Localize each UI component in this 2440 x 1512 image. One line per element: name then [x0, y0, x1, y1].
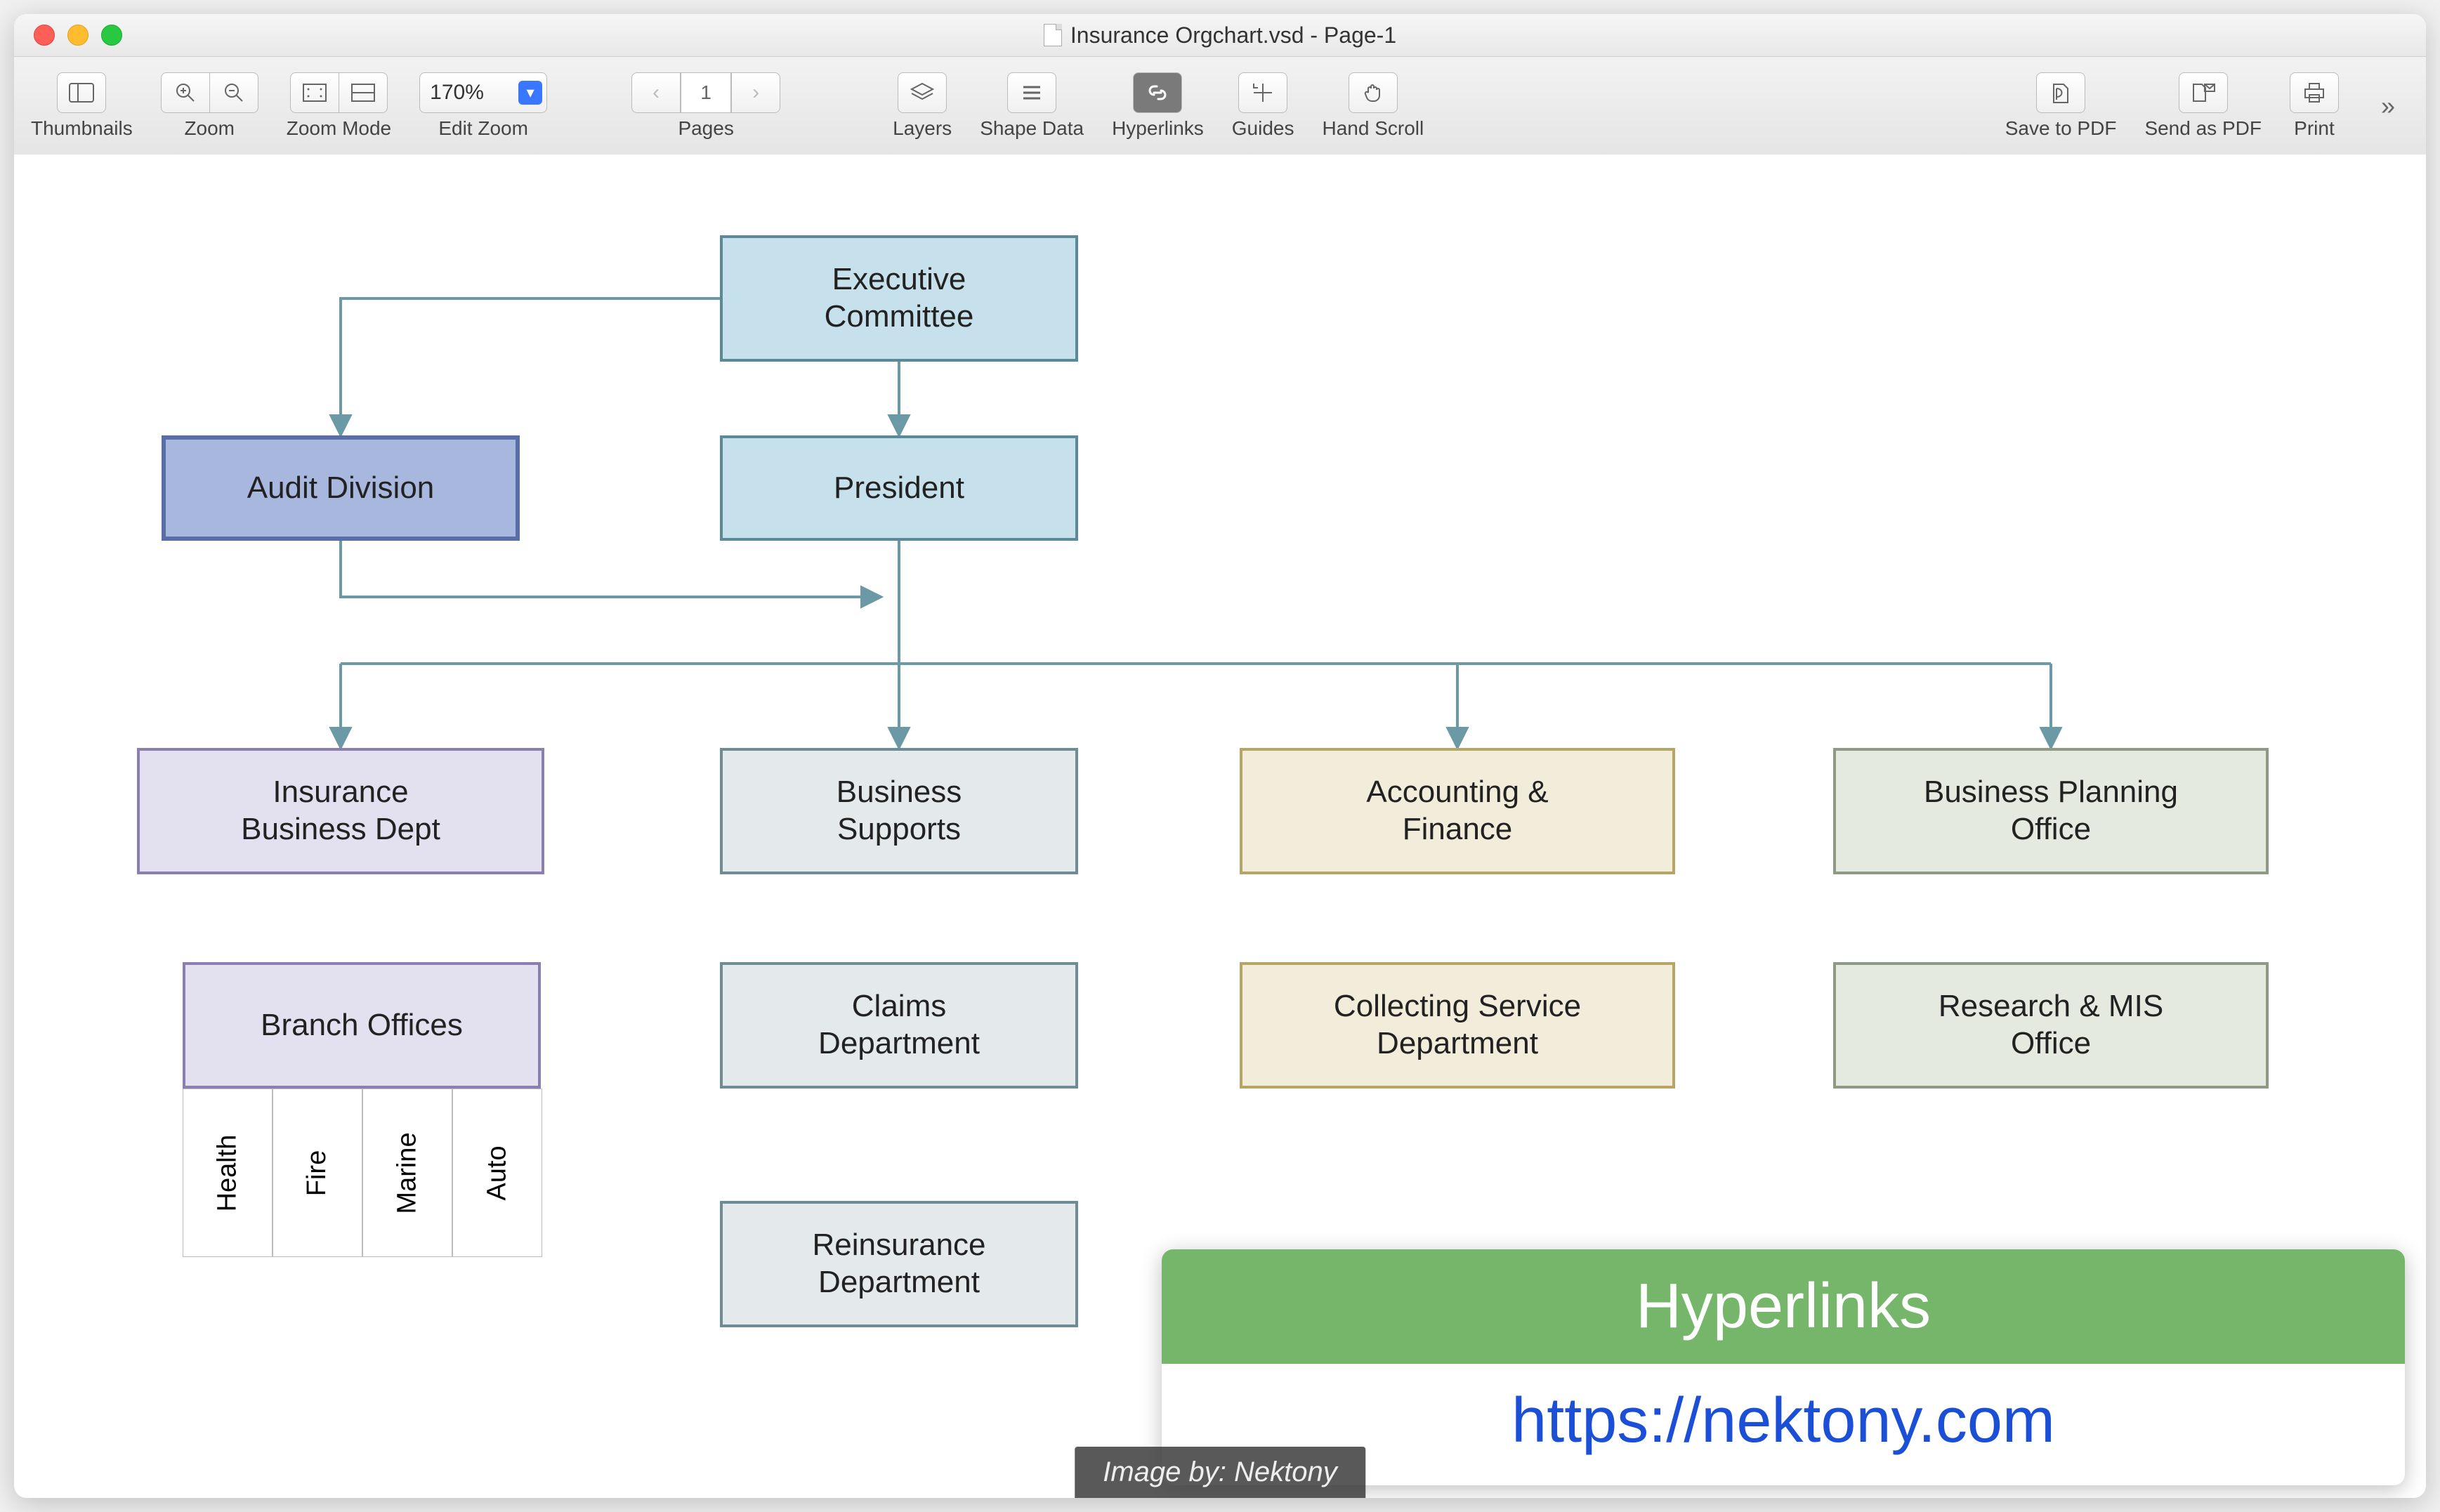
titlebar: Insurance Orgchart.vsd - Page-1	[14, 14, 2426, 57]
shape-data-label: Shape Data	[980, 117, 1084, 140]
branch-cell-fire[interactable]: Fire	[273, 1089, 362, 1257]
layers-icon	[910, 82, 934, 103]
document-icon	[1044, 24, 1062, 46]
edit-zoom-value: 170%	[430, 81, 484, 105]
zoom-in-icon	[174, 81, 197, 104]
next-page-button[interactable]: ›	[731, 72, 780, 113]
edit-zoom-dropdown-icon: ▾	[518, 81, 542, 105]
layers-group: Layers	[893, 72, 952, 140]
zoom-out-button[interactable]	[210, 72, 258, 113]
toolbar-overflow-button[interactable]: »	[2367, 91, 2409, 121]
hand-scroll-group: Hand Scroll	[1323, 72, 1424, 140]
zoom-mode-label: Zoom Mode	[287, 117, 391, 140]
pages-group: ‹ 1 › Pages	[631, 72, 780, 140]
zoom-mode-group: Zoom Mode	[287, 72, 391, 140]
orgchart-node-president[interactable]: President	[720, 435, 1078, 541]
orgchart-node-bsup[interactable]: BusinessSupports	[720, 748, 1078, 874]
edit-zoom-group: 170% ▾ Edit Zoom	[419, 72, 547, 140]
print-button[interactable]	[2290, 72, 2339, 113]
zoom-label: Zoom	[184, 117, 235, 140]
zoom-fit-button[interactable]	[290, 72, 339, 113]
send-as-pdf-label: Send as PDF	[2144, 117, 2262, 140]
thumbnails-group: Thumbnails	[31, 72, 133, 140]
print-label: Print	[2294, 117, 2335, 140]
zoom-width-button[interactable]	[339, 72, 388, 113]
send-as-pdf-button[interactable]	[2179, 72, 2228, 113]
diagram-canvas[interactable]: ExecutiveCommittee Audit Division Presiden…	[14, 155, 2426, 1498]
edit-zoom-combo[interactable]: 170% ▾	[419, 72, 547, 113]
image-credit: Image by: Nektony	[1075, 1447, 1365, 1498]
print-group: Print	[2290, 72, 2339, 140]
app-window: Insurance Orgchart.vsd - Page-1 Thumbnai…	[14, 14, 2426, 1498]
save-to-pdf-label: Save to PDF	[2005, 117, 2117, 140]
layers-button[interactable]	[898, 72, 947, 113]
zoom-group: Zoom	[161, 72, 258, 140]
hand-scroll-label: Hand Scroll	[1323, 117, 1424, 140]
fit-width-icon	[351, 84, 375, 102]
guides-button[interactable]	[1238, 72, 1287, 113]
page-number-field[interactable]: 1	[681, 72, 731, 113]
send-pdf-group: Send as PDF	[2144, 72, 2262, 140]
guides-label: Guides	[1232, 117, 1294, 140]
orgchart-node-ins[interactable]: InsuranceBusiness Dept	[137, 748, 544, 874]
orgchart-node-exec[interactable]: ExecutiveCommittee	[720, 235, 1078, 362]
orgchart-node-mis[interactable]: Research & MISOffice	[1833, 962, 2269, 1089]
hyperlinks-group: Hyperlinks	[1112, 72, 1204, 140]
prev-page-button[interactable]: ‹	[631, 72, 681, 113]
hyperlink-icon	[1146, 82, 1169, 103]
orgchart-node-acct[interactable]: Accounting &Finance	[1240, 748, 1675, 874]
guides-icon	[1252, 82, 1273, 103]
orgchart-node-audit[interactable]: Audit Division	[162, 435, 520, 541]
pages-label: Pages	[678, 117, 733, 140]
shape-data-group: Shape Data	[980, 72, 1084, 140]
guides-group: Guides	[1232, 72, 1294, 140]
orgchart-node-reins[interactable]: ReinsuranceDepartment	[720, 1201, 1078, 1327]
promo-title: Hyperlinks	[1162, 1249, 2405, 1364]
branch-cell-health[interactable]: Health	[183, 1089, 273, 1257]
thumbnails-button[interactable]	[57, 72, 106, 113]
thumbnails-label: Thumbnails	[31, 117, 133, 140]
edit-zoom-label: Edit Zoom	[438, 117, 528, 140]
orgchart-node-plan[interactable]: Business PlanningOffice	[1833, 748, 2269, 874]
send-pdf-icon	[2191, 81, 2216, 104]
window-title: Insurance Orgchart.vsd - Page-1	[14, 22, 2426, 48]
branch-cell-auto[interactable]: Auto	[452, 1089, 542, 1257]
save-pdf-group: Save to PDF	[2005, 72, 2117, 140]
toolbar: Thumbnails	[14, 57, 2426, 156]
hand-icon	[1363, 81, 1384, 104]
hand-scroll-button[interactable]	[1349, 72, 1398, 113]
orgchart-node-branch[interactable]: Branch Offices	[183, 962, 541, 1089]
window-title-text: Insurance Orgchart.vsd - Page-1	[1070, 22, 1396, 48]
save-to-pdf-button[interactable]	[2036, 72, 2085, 113]
zoom-out-icon	[223, 81, 245, 104]
hyperlinks-label: Hyperlinks	[1112, 117, 1204, 140]
orgchart-node-claims[interactable]: ClaimsDepartment	[720, 962, 1078, 1089]
branch-cell-marine[interactable]: Marine	[362, 1089, 452, 1257]
orgchart-node-collect[interactable]: Collecting ServiceDepartment	[1240, 962, 1675, 1089]
hyperlinks-button[interactable]	[1133, 72, 1182, 113]
fit-page-icon	[303, 84, 327, 102]
print-icon	[2302, 82, 2326, 103]
pdf-icon	[2049, 81, 2072, 104]
zoom-in-button[interactable]	[161, 72, 210, 113]
shape-data-icon	[1021, 84, 1043, 102]
layers-label: Layers	[893, 117, 952, 140]
thumbnails-icon	[69, 83, 94, 103]
shape-data-button[interactable]	[1007, 72, 1056, 113]
